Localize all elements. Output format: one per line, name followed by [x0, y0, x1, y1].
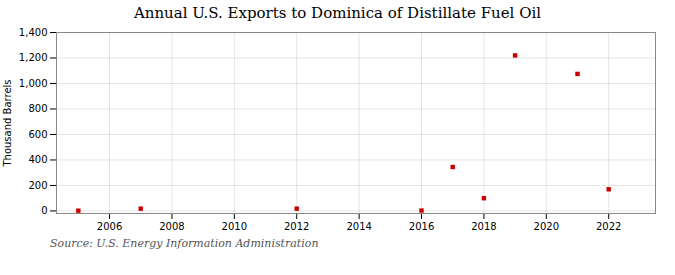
svg-text:2010: 2010	[222, 221, 247, 232]
svg-text:2012: 2012	[284, 221, 309, 232]
svg-text:2018: 2018	[471, 221, 496, 232]
svg-text:2014: 2014	[346, 221, 371, 232]
svg-text:1,200: 1,200	[19, 52, 48, 63]
html-text:Source: U.S. Energy Informatio: Source: U.S. Energy Information Administ…	[50, 237, 319, 250]
svg-text:2008: 2008	[159, 221, 184, 232]
svg-text:1,000: 1,000	[19, 78, 48, 89]
svg-text:2020: 2020	[534, 221, 559, 232]
svg-text:2016: 2016	[409, 221, 434, 232]
svg-text:800: 800	[28, 103, 47, 114]
svg-text:600: 600	[28, 129, 47, 140]
svg-text:200: 200	[28, 180, 47, 191]
html-text:Annual U.S. Exports to Dominic: Annual U.S. Exports to Dominica of Disti…	[133, 4, 542, 22]
svg-text:400: 400	[28, 154, 47, 165]
svg-text:2006: 2006	[97, 221, 122, 232]
svg-text:0: 0	[41, 205, 47, 216]
svg-text:Thousand Barrels: Thousand Barrels	[2, 79, 13, 167]
svg-text:1,400: 1,400	[19, 27, 48, 38]
svg-text:2022: 2022	[596, 221, 621, 232]
